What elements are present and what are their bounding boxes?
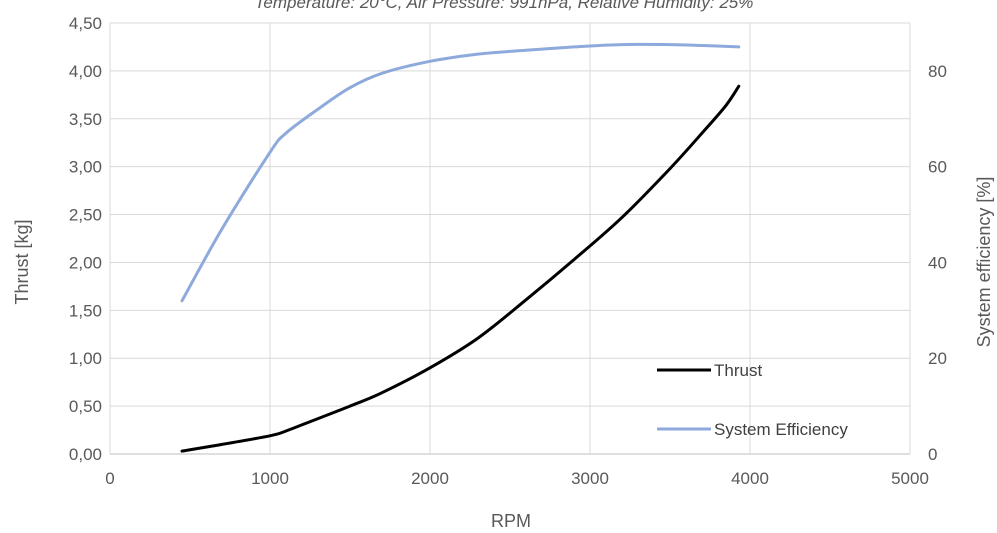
y-tick-label: 4,50 [69,14,102,33]
x-tick-label: 4000 [731,469,769,488]
y-axis-ticks: 0,00 0,50 1,00 1,50 2,00 2,50 3,00 3,50 4,00 4,50 [69,14,102,464]
x-axis-title: RPM [491,511,531,531]
legend-thrust-label: Thrust [714,361,762,380]
legend: Thrust System Efficiency [657,361,848,439]
series-lines [180,42,741,453]
x-axis-ticks: 0 1000 2000 3000 4000 5000 [105,469,929,488]
y-tick-label: 4,00 [69,62,102,81]
gridlines [109,22,911,455]
y2-axis-title: System efficiency [%] [974,177,994,348]
y-tick-label: 3,00 [69,158,102,177]
x-tick-label: 5000 [891,469,929,488]
y2-tick-label: 20 [928,349,947,368]
y2-tick-label: 40 [928,253,947,272]
legend-efficiency-label: System Efficiency [714,420,848,439]
x-tick-label: 0 [105,469,114,488]
y-tick-label: 0,50 [69,397,102,416]
y2-tick-label: 60 [928,158,947,177]
x-tick-label: 2000 [411,469,449,488]
x-tick-label: 1000 [251,469,289,488]
y-tick-label: 0,00 [69,445,102,464]
y2-axis-ticks: 0 20 40 60 80 [928,62,947,464]
y2-tick-label: 0 [928,445,937,464]
y2-tick-label: 80 [928,62,947,81]
thrust-line [180,84,741,453]
y-tick-label: 2,00 [69,253,102,272]
y-tick-label: 1,50 [69,301,102,320]
x-tick-label: 3000 [571,469,609,488]
y-tick-label: 2,50 [69,206,102,225]
y-tick-label: 1,00 [69,349,102,368]
y-axis-title: Thrust [kg] [12,219,32,304]
system-efficiency-line [180,42,741,303]
y-tick-label: 3,50 [69,110,102,129]
chart-subtitle: Temperature: 20°C, Air Pressure: 991hPa,… [255,0,754,12]
